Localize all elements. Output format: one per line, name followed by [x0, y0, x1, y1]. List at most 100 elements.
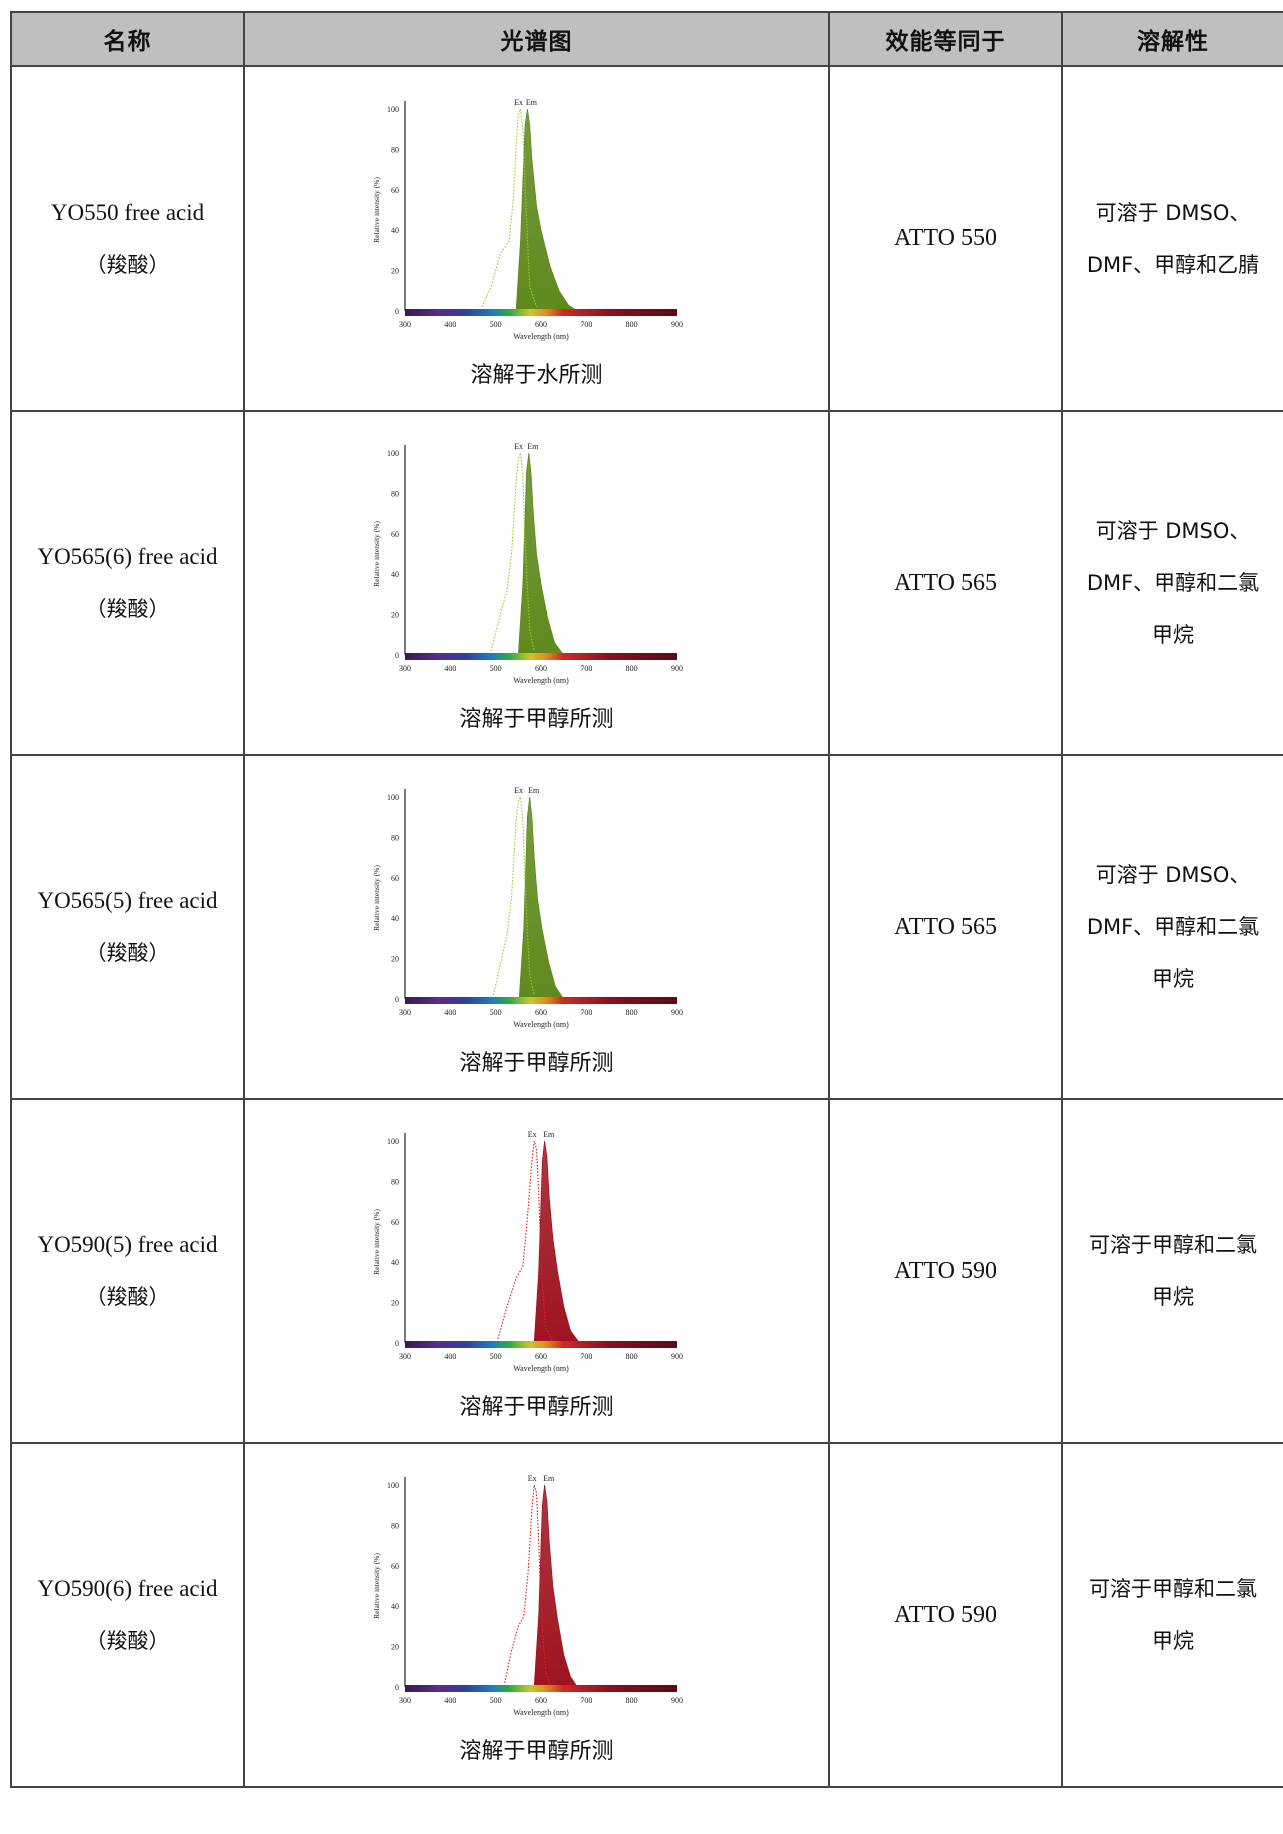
em-peak-label: Em [543, 1474, 555, 1483]
solubility-line: DMF、甲醇和乙腈 [1086, 252, 1260, 277]
emission-curve [533, 1484, 578, 1688]
x-axis-label: Wavelength (nm) [513, 332, 569, 341]
table-row: YO590(5) free acid （羧酸） 0 20 40 60 80 100 Rela… [10, 1098, 1283, 1444]
y-tick-label: 20 [391, 1299, 399, 1308]
spectrum-cell: 0 20 40 60 80 100 Relative intensity (%) 300 400… [243, 1098, 830, 1444]
y-axis-label: Relative intensity (%) [372, 865, 381, 931]
header-spectrum: 光谱图 [243, 11, 830, 67]
y-tick-label: 60 [391, 530, 399, 539]
spectrum-cell: 0 20 40 60 80 100 Relative intensity (%) 300 400… [243, 1442, 830, 1788]
solubility-cell: 可溶于 DMSO、 DMF、甲醇和二氯 甲烷 [1061, 410, 1283, 756]
dye-subtitle: （羧酸） [85, 941, 170, 965]
spectrum-chart: 0 20 40 60 80 100 Relative intensity (%) 300 400… [372, 786, 683, 1029]
x-tick-label: 800 [625, 1008, 637, 1017]
spectrum-chart: 0 20 40 60 80 100 Relative intensity (%) 300 400… [372, 98, 683, 341]
solubility-cell: 可溶于甲醇和二氯 甲烷 [1061, 1098, 1283, 1444]
solubility-line: 可溶于 DMSO、 [1095, 863, 1251, 887]
emission-curve [515, 108, 579, 311]
solubility-line: 可溶于 DMSO、 [1095, 519, 1251, 543]
table-row: YO590(6) free acid （羧酸） 0 20 40 60 80 100 Rela… [10, 1442, 1283, 1788]
dye-name: YO565(6) free acid [37, 544, 218, 569]
x-tick-label: 400 [444, 1352, 456, 1361]
dye-name: YO590(5) free acid [37, 1232, 218, 1257]
x-tick-label: 900 [671, 320, 683, 329]
x-tick-label: 600 [535, 1008, 547, 1017]
x-axis-label: Wavelength (nm) [513, 1364, 569, 1373]
dye-name-cell: YO550 free acid （羧酸） [10, 65, 245, 412]
y-tick-label: 80 [391, 833, 399, 842]
y-tick-label: 100 [387, 1481, 399, 1490]
header-solubility: 溶解性 [1061, 11, 1283, 67]
dye-subtitle: （羧酸） [85, 597, 170, 621]
emission-curve [518, 796, 564, 1000]
y-tick-label: 20 [391, 611, 399, 620]
excitation-curve [492, 795, 535, 996]
spectrum-cell: 0 20 40 60 80 100 Relative intensity (%) 300 400… [243, 65, 830, 412]
x-tick-label: 300 [399, 1352, 411, 1361]
header-equivalent: 效能等同于 [828, 11, 1063, 67]
x-axis-label: Wavelength (nm) [513, 1708, 569, 1717]
equivalent-dye: ATTO 550 [894, 225, 997, 251]
dye-name-cell: YO590(5) free acid （羧酸） [10, 1098, 245, 1444]
y-tick-label: 0 [395, 1339, 399, 1348]
y-tick-label: 100 [387, 793, 399, 802]
x-tick-label: 800 [625, 664, 637, 673]
header-name: 名称 [10, 11, 245, 67]
y-tick-label: 0 [395, 307, 399, 316]
excitation-curve [496, 1140, 553, 1342]
x-tick-label: 600 [535, 1696, 547, 1705]
table-row: YO550 free acid （羧酸） 0 20 40 60 80 100 Relativ… [10, 65, 1283, 412]
x-tick-label: 600 [535, 320, 547, 329]
solubility-cell: 可溶于 DMSO、 DMF、甲醇和二氯 甲烷 [1061, 754, 1283, 1100]
chart-axes: 0 20 40 60 80 100 Relative intensity (%) 300 400… [372, 100, 683, 341]
solubility-cell: 可溶于甲醇和二氯 甲烷 [1061, 1442, 1283, 1788]
ex-peak-label: Ex [514, 786, 523, 795]
x-tick-label: 900 [671, 1008, 683, 1017]
table-row: YO565(6) free acid （羧酸） 0 20 40 60 80 100 Rela… [10, 410, 1283, 756]
x-tick-label: 300 [399, 1696, 411, 1705]
x-tick-label: 700 [580, 1696, 592, 1705]
header-row: 名称 光谱图 效能等同于 溶解性 [10, 11, 1283, 67]
x-tick-label: 500 [489, 1008, 501, 1017]
y-tick-label: 40 [391, 914, 399, 923]
x-tick-label: 800 [625, 1696, 637, 1705]
equivalent-cell: ATTO 590 [828, 1442, 1063, 1788]
equivalent-dye: ATTO 565 [894, 569, 997, 596]
ex-peak-label: Ex [514, 442, 523, 451]
equivalent-dye: ATTO 565 [894, 913, 997, 940]
y-tick-label: 100 [387, 1137, 399, 1146]
em-peak-label: Em [528, 786, 540, 795]
y-tick-label: 20 [391, 266, 399, 275]
y-tick-label: 60 [391, 874, 399, 883]
x-tick-label: 500 [489, 664, 501, 673]
chart-axes: 0 20 40 60 80 100 Relative intensity (%) 300 400… [372, 1133, 683, 1373]
x-tick-label: 700 [580, 320, 592, 329]
x-tick-label: 400 [444, 1008, 456, 1017]
spectrum-chart: 0 20 40 60 80 100 Relative intensity (%) 300 400… [372, 442, 683, 685]
solubility-line: 甲烷 [1152, 623, 1194, 647]
y-tick-label: 0 [395, 995, 399, 1004]
em-peak-label: Em [525, 98, 537, 107]
dye-subtitle: （羧酸） [85, 1629, 170, 1653]
chart-axes: 0 20 40 60 80 100 Relative intensity (%) 300 400… [372, 1477, 683, 1717]
spectrum-color-bar [404, 308, 677, 316]
y-tick-label: 40 [391, 570, 399, 579]
solubility-line: 甲烷 [1152, 1629, 1194, 1653]
chart-axes: 0 20 40 60 80 100 Relative intensity (%) 300 400… [372, 445, 683, 685]
x-tick-label: 800 [625, 320, 637, 329]
y-tick-label: 80 [391, 1177, 399, 1186]
x-tick-label: 800 [625, 1352, 637, 1361]
x-tick-label: 700 [580, 664, 592, 673]
spectrum-cell: 0 20 40 60 80 100 Relative intensity (%) 300 400… [243, 754, 830, 1100]
solubility-line: 甲烷 [1152, 1285, 1194, 1309]
measurement-caption: 溶解于甲醇所测 [459, 1395, 614, 1420]
equivalent-cell: ATTO 590 [828, 1098, 1063, 1444]
spectrum-color-bar [404, 997, 677, 1004]
solubility-line: 可溶于甲醇和二氯 [1089, 1577, 1257, 1601]
emission-curve [533, 1140, 580, 1344]
x-tick-label: 900 [671, 1352, 683, 1361]
x-tick-label: 500 [489, 1696, 501, 1705]
x-tick-label: 600 [535, 1352, 547, 1361]
dye-name-cell: YO590(6) free acid （羧酸） [10, 1442, 245, 1788]
y-axis-label: Relative intensity (%) [372, 176, 381, 242]
